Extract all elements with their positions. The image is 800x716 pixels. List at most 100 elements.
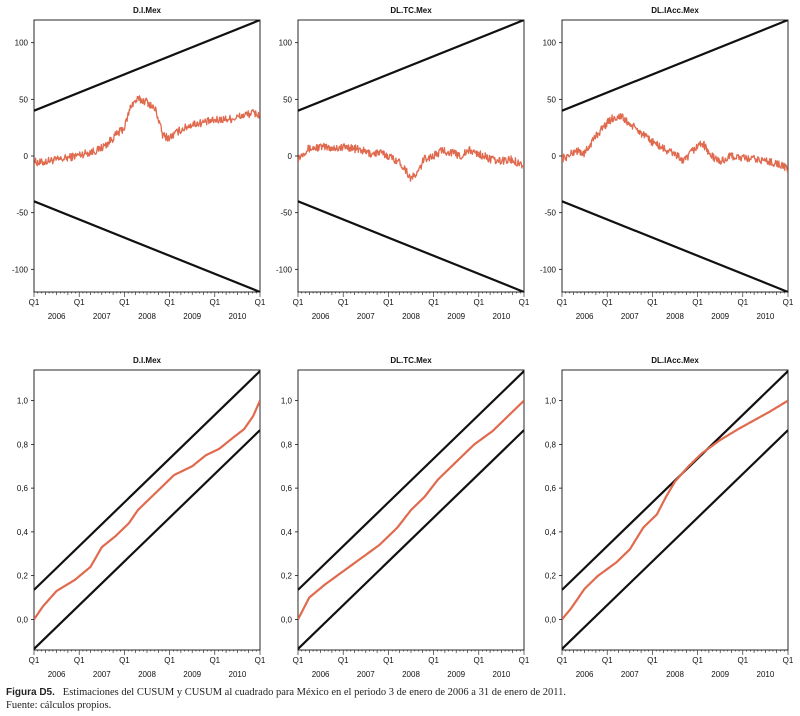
x-quarter-label: Q1 [473,656,484,665]
series-line [562,399,788,621]
x-year-label: 2010 [493,312,511,321]
x-quarter-label: Q1 [383,298,394,307]
y-tick-label: -50 [280,209,292,218]
x-quarter-label: Q1 [519,298,530,307]
y-tick-label: 0,6 [545,484,557,493]
x-quarter-label: Q1 [293,656,304,665]
y-tick-label: 50 [19,95,28,104]
chart-panel-2: DL.TC.Mex -100 -50 0 50 100 Q1 Q1 Q1 Q1 Q1 Q1 2006 20… [276,6,530,321]
x-year-label: 2006 [312,312,330,321]
x-quarter-label: Q1 [557,656,568,665]
x-quarter-label: Q1 [692,656,703,665]
x-quarter-label: Q1 [255,656,266,665]
x-year-label: 2008 [138,312,156,321]
x-year-label: 2006 [312,670,330,679]
plot-area [34,370,260,650]
y-tick-label: 0,8 [545,440,557,449]
y-tick-label: 0,8 [17,440,29,449]
chart-panel-1: D.I.Mex -100 -50 0 50 100 Q1 Q1 Q1 Q1 Q1 Q1 2006 2007… [12,6,266,321]
x-year-label: 2008 [666,312,684,321]
x-quarter-label: Q1 [255,298,266,307]
y-tick-label: 1,0 [545,397,557,406]
x-quarter-label: Q1 [119,656,130,665]
y-tick-label: -50 [16,209,28,218]
x-quarter-label: Q1 [737,298,748,307]
x-year-label: 2008 [402,670,420,679]
lower-band-line [298,429,524,650]
x-year-label: 2008 [666,670,684,679]
y-tick-label: 0,0 [17,615,29,624]
chart-panel-3: DL.IAcc.Mex -100 -50 0 50 100 Q1 Q1 Q1 Q1 Q1 Q1 2006… [540,6,794,321]
y-tick-label: 1,0 [281,397,293,406]
y-tick-label: -50 [544,209,556,218]
chart-title: DL.TC.Mex [390,356,432,365]
x-year-label: 2007 [357,670,375,679]
x-year-label: 2007 [621,312,639,321]
x-quarter-label: Q1 [164,298,175,307]
x-year-label: 2010 [757,312,775,321]
x-quarter-label: Q1 [519,656,530,665]
x-year-label: 2006 [48,670,66,679]
upper-band-line [562,20,788,112]
chart-panel-6: DL.IAcc.Mex 0,0 0,2 0,4 0,6 0,8 1,0 Q1 Q1 Q1 Q1 Q1 Q… [545,356,794,679]
x-year-label: 2007 [93,670,111,679]
x-quarter-label: Q1 [338,298,349,307]
y-tick-label: -100 [276,265,293,274]
y-tick-label: 0,2 [281,572,293,581]
plot-area [562,20,788,292]
x-year-label: 2009 [447,670,465,679]
lower-band-line [298,200,524,292]
y-tick-label: 0 [288,152,293,161]
series-line [562,113,788,173]
y-tick-label: 0,8 [281,440,293,449]
x-year-label: 2009 [447,312,465,321]
y-tick-label: 100 [15,39,29,48]
series-line [298,142,524,182]
y-tick-label: -100 [540,265,557,274]
y-tick-label: 100 [543,39,557,48]
x-quarter-label: Q1 [74,298,85,307]
plot-frame [33,369,261,651]
y-tick-label: 0,6 [17,484,29,493]
x-year-label: 2008 [402,312,420,321]
x-quarter-label: Q1 [29,656,40,665]
y-tick-label: 50 [283,95,292,104]
y-tick-label: 0 [24,152,29,161]
x-quarter-label: Q1 [737,656,748,665]
y-tick-label: 0,6 [281,484,293,493]
x-year-label: 2006 [576,670,594,679]
x-quarter-label: Q1 [29,298,40,307]
upper-band-line [34,370,260,591]
x-year-label: 2010 [229,312,247,321]
caption-label: Figura D5. [6,687,55,698]
x-quarter-label: Q1 [647,656,658,665]
x-year-label: 2010 [493,670,511,679]
plot-area [562,370,788,650]
series-line [34,400,260,621]
series-line [34,95,260,167]
x-year-label: 2010 [229,670,247,679]
caption-source: Fuente: cálculos propios. [6,700,112,711]
x-year-label: 2006 [576,312,594,321]
x-quarter-label: Q1 [383,656,394,665]
x-quarter-label: Q1 [647,298,658,307]
series-line [298,399,524,620]
upper-band-line [298,370,524,591]
x-quarter-label: Q1 [783,656,794,665]
y-tick-label: 0,0 [281,615,293,624]
x-year-label: 2007 [357,312,375,321]
chart-panel-5: DL.TC.Mex 0,0 0,2 0,4 0,6 0,8 1,0 Q1 Q1 Q1 Q1 Q1 Q1 2… [281,356,530,679]
y-tick-label: 0,2 [17,572,29,581]
x-year-label: 2009 [183,670,201,679]
upper-band-line [34,20,260,112]
caption-text: Estimaciones del CUSUM y CUSUM al cuadra… [62,687,566,698]
y-tick-label: 0,0 [545,615,557,624]
plot-area [34,20,260,292]
x-year-label: 2009 [711,670,729,679]
y-tick-label: 0,4 [545,528,557,537]
y-tick-label: 0 [552,152,557,161]
x-year-label: 2007 [93,312,111,321]
x-quarter-label: Q1 [293,298,304,307]
x-quarter-label: Q1 [209,298,220,307]
